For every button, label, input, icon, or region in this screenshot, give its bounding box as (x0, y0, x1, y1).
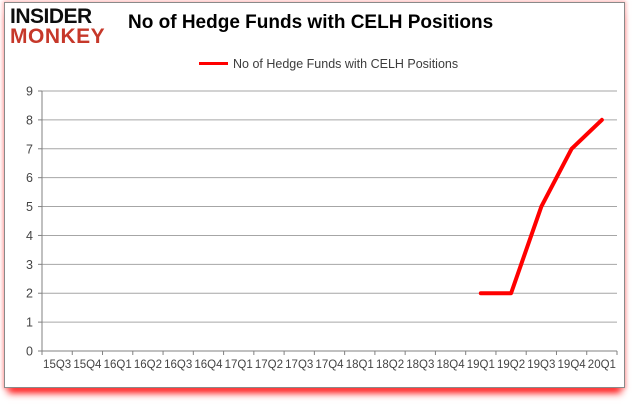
svg-text:17Q2: 17Q2 (255, 359, 283, 371)
svg-text:19Q1: 19Q1 (467, 359, 495, 371)
svg-text:8: 8 (26, 113, 33, 127)
svg-text:0: 0 (26, 345, 33, 359)
svg-text:18Q4: 18Q4 (436, 359, 465, 371)
legend-line-icon (199, 62, 228, 65)
svg-text:19Q4: 19Q4 (558, 359, 587, 371)
svg-text:15Q4: 15Q4 (73, 359, 102, 371)
svg-text:17Q4: 17Q4 (315, 359, 344, 371)
svg-text:16Q1: 16Q1 (104, 359, 132, 371)
svg-text:9: 9 (26, 85, 33, 99)
svg-text:6: 6 (26, 171, 33, 185)
svg-text:1: 1 (26, 316, 33, 330)
svg-text:5: 5 (26, 200, 33, 214)
legend-label: No of Hedge Funds with CELH Positions (233, 56, 459, 71)
svg-text:20Q1: 20Q1 (588, 359, 616, 371)
svg-text:18Q2: 18Q2 (376, 359, 404, 371)
svg-text:16Q4: 16Q4 (194, 359, 223, 371)
chart-title: No of Hedge Funds with CELH Positions (128, 12, 494, 33)
svg-text:16Q3: 16Q3 (164, 359, 192, 371)
svg-text:17Q3: 17Q3 (285, 359, 313, 371)
chart-card (4, 2, 625, 388)
legend: No of Hedge Funds with CELH Positions (199, 56, 458, 71)
svg-text:2: 2 (26, 287, 33, 301)
svg-text:19Q3: 19Q3 (527, 359, 555, 371)
svg-text:19Q2: 19Q2 (497, 359, 525, 371)
svg-text:15Q3: 15Q3 (43, 359, 71, 371)
svg-text:7: 7 (26, 142, 33, 156)
insider-monkey-logo: INSIDER MONKEY (10, 5, 125, 48)
svg-text:4: 4 (26, 229, 33, 243)
svg-text:18Q3: 18Q3 (406, 359, 434, 371)
svg-text:18Q1: 18Q1 (346, 359, 374, 371)
svg-text:16Q2: 16Q2 (134, 359, 162, 371)
logo-insider-text: INSIDER (10, 5, 92, 28)
svg-text:17Q1: 17Q1 (225, 359, 253, 371)
svg-text:3: 3 (26, 258, 33, 272)
logo-monkey-text: MONKEY (10, 24, 106, 48)
